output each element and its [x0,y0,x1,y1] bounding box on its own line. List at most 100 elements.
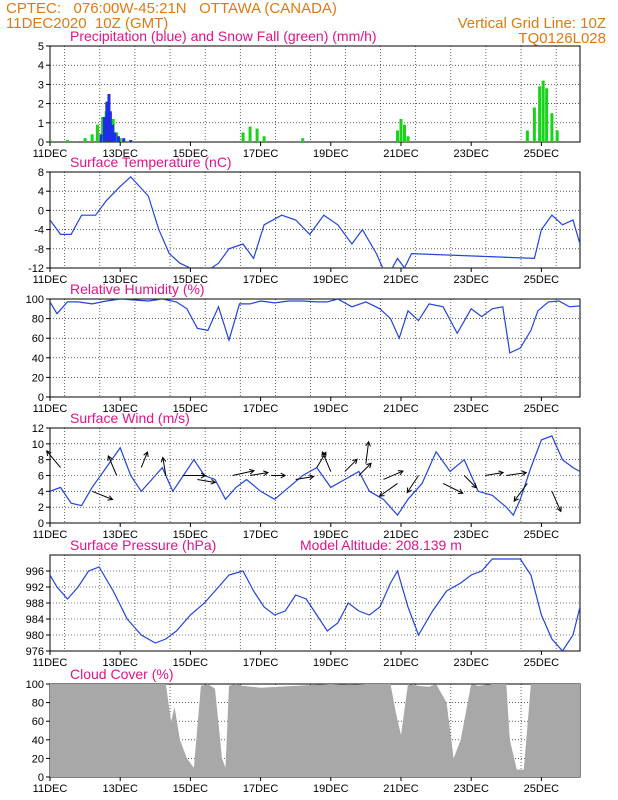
wind-arrowhead [471,482,478,489]
snow-bar [550,113,554,142]
snow-bar [406,136,410,142]
header-station: CPTEC: 076:00W-45:21N OTTAWA (CANADA) [6,0,337,17]
x-tick-label: 13DEC [102,783,138,795]
snow-bar [555,130,559,142]
snow-bar [95,124,99,142]
x-tick-label: 23DEC [453,148,489,160]
y-tick-label: 40 [32,735,44,747]
wind-arrowhead [406,487,412,494]
wind-arrowhead [200,472,207,479]
y-tick-label: 4 [38,60,44,72]
panel-frame [49,298,581,398]
x-tick-label: 23DEC [453,783,489,795]
wind-arrowhead [107,495,114,501]
wind-arrowhead [107,455,113,462]
wind-arrowhead [365,440,371,447]
x-tick-label: 19DEC [313,403,349,415]
x-tick-label: 15DEC [173,403,209,415]
y-tick-label: 6 [38,471,44,483]
wind-arrow [344,458,358,472]
y-tick-label: 0 [38,137,44,149]
x-tick-label: 19DEC [313,529,349,541]
panel-frame [49,171,581,269]
x-tick-label: 15DEC [173,529,209,541]
header-model-code: TQ0126L028 [518,30,606,47]
snow-bar [525,130,529,142]
x-tick-label: 19DEC [313,274,349,286]
x-tick-label: 13DEC [102,148,138,160]
y-tick-label: 100 [26,679,44,691]
wind-arrowhead [397,470,404,476]
snow-bar [115,132,119,142]
wind-arrow [358,462,372,476]
precip-bar [116,136,120,142]
x-tick-label: 17DEC [243,529,279,541]
snow-bar [248,126,252,142]
y-tick-label: 3 [38,79,44,91]
wind-arrowhead [280,472,287,479]
wind-arrowhead [143,451,149,458]
panel-title: Cloud Cover (%) [70,666,173,682]
y-tick-label: 4 [38,486,44,498]
panel-annotation: Model Altitude: 208.139 m [300,537,462,553]
snow-bar [90,134,94,142]
wind-arrowhead [210,478,217,485]
wind-arrow [140,451,148,468]
y-tick-label: 100 [26,294,44,306]
y-tick-label: -4 [34,225,44,237]
y-tick-label: 1 [38,118,44,130]
wind-arrow [463,475,477,489]
series-line [50,435,580,517]
x-tick-label: 21DEC [383,657,419,669]
x-tick-label: 19DEC [313,148,349,160]
y-tick-label: 992 [26,582,44,594]
panel-title: Relative Humidity (%) [70,281,205,297]
x-tick-label: 19DEC [313,783,349,795]
wind-arrow [91,490,113,500]
y-tick-label: 996 [26,566,44,578]
x-tick-label: 17DEC [243,657,279,669]
x-tick-label: 21DEC [383,148,419,160]
x-tick-label: 17DEC [243,783,279,795]
x-tick-label: 13DEC [102,403,138,415]
y-tick-label: 20 [32,372,44,384]
panel-title: Surface Pressure (hPa) [70,537,216,553]
y-tick-label: 980 [26,630,44,642]
y-tick-label: 5 [38,41,44,53]
x-tick-label: 21DEC [383,274,419,286]
wind-arrowhead [160,456,167,463]
wind-arrow [162,457,167,476]
x-tick-label: 17DEC [243,403,279,415]
x-tick-label: 25DEC [524,148,560,160]
x-tick-label: 17DEC [243,148,279,160]
snow-bar [399,118,403,142]
panel-title: Precipitation (blue) and Snow Fall (gree… [70,28,377,44]
snow-bar [66,140,70,142]
y-tick-label: 984 [26,614,44,626]
x-tick-label: 25DEC [524,274,560,286]
wind-arrowhead [521,470,528,477]
wind-arrowhead [457,488,464,494]
y-tick-label: -12 [28,263,44,275]
y-tick-label: 60 [32,716,44,728]
series-line [50,175,580,268]
x-tick-label: 11DEC [33,657,68,669]
wind-arrowhead [513,495,519,502]
wind-arrow [107,455,118,476]
y-tick-label: 20 [32,753,44,765]
wind-arrowhead [263,470,270,476]
wind-arrow [249,472,269,476]
x-tick-label: 13DEC [102,274,138,286]
x-tick-label: 25DEC [524,657,560,669]
snow-bar [541,80,545,142]
header-grid-line: Vertical Grid Line: 10Z [457,15,606,32]
precip-bar [99,134,103,142]
wind-arrowhead [498,470,505,476]
y-tick-label: 0 [38,772,44,784]
wind-arrowhead [46,450,52,456]
x-tick-label: 11DEC [33,783,68,795]
wind-arrow [551,491,562,512]
x-tick-label: 23DEC [453,403,489,415]
y-tick-label: 12 [32,423,44,435]
